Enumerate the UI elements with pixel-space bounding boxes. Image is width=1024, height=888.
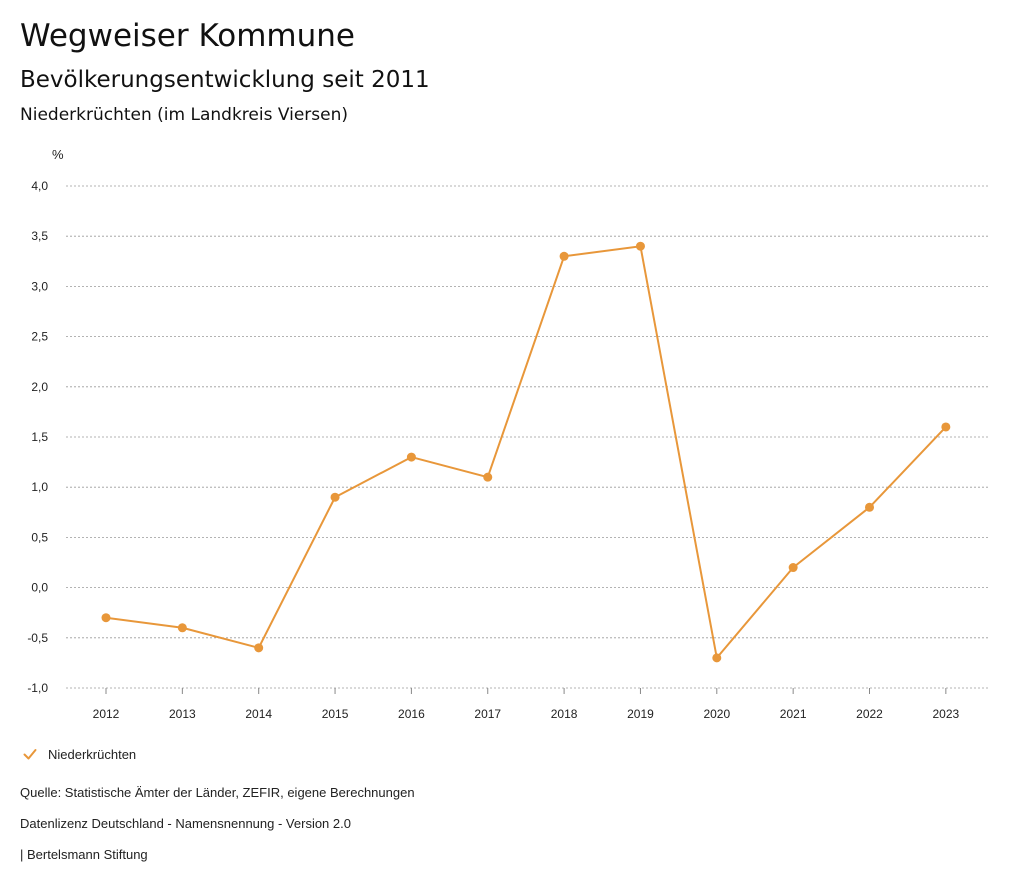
x-tick-label: 2015 <box>322 707 349 721</box>
region-label: Niederkrüchten (im Landkreis Viersen) <box>20 105 348 125</box>
y-tick-label: 0,0 <box>31 581 48 595</box>
y-tick-label: 1,5 <box>31 430 48 444</box>
page-title: Wegweiser Kommune <box>20 18 355 54</box>
data-point[interactable] <box>330 492 340 502</box>
data-point[interactable] <box>406 452 416 462</box>
y-tick-label: 2,0 <box>31 380 48 394</box>
data-point[interactable] <box>101 613 111 623</box>
y-tick-label: 0,5 <box>31 530 48 544</box>
x-tick-label: 2022 <box>856 707 883 721</box>
line-chart: % 4,0 3,5 3,0 2,5 2,0 1,5 1,0 0,5 0,0 -0,5 -1,0 20… <box>27 147 990 721</box>
data-point[interactable] <box>788 563 798 573</box>
y-axis-unit: % <box>52 147 64 162</box>
legend[interactable]: Niederkrüchten <box>22 744 136 764</box>
y-axis-unit-label: % <box>52 147 64 162</box>
source-note: Quelle: Statistische Ämter der Länder, Z… <box>20 785 415 800</box>
y-tick-label: 3,5 <box>31 229 48 243</box>
publisher-note: | Bertelsmann Stiftung <box>20 847 148 862</box>
series-line <box>105 245 947 659</box>
x-tick-label: 2018 <box>551 707 578 721</box>
x-tick-label: 2014 <box>245 707 272 721</box>
y-tick-label: 1,0 <box>31 480 48 494</box>
data-point[interactable] <box>865 502 874 512</box>
gridlines <box>66 185 990 689</box>
data-point[interactable] <box>483 472 493 482</box>
x-tick-label: 2023 <box>932 707 959 721</box>
x-tick-label: 2013 <box>169 707 196 721</box>
data-point[interactable] <box>254 643 264 653</box>
y-tick-label: 3,0 <box>31 279 48 293</box>
data-point[interactable] <box>635 241 645 251</box>
data-point[interactable] <box>712 653 722 663</box>
data-point[interactable] <box>177 623 187 633</box>
y-tick-label: 2,5 <box>31 330 48 344</box>
x-tick-label: 2012 <box>93 707 120 721</box>
x-tick-label: 2016 <box>398 707 425 721</box>
x-tick-label: 2019 <box>627 707 654 721</box>
y-tick-label: -0,5 <box>27 631 48 645</box>
data-point[interactable] <box>941 422 951 432</box>
x-axis-ticks: 2012 2013 2014 2015 2016 2017 2018 2019 2020 2021… <box>93 688 960 721</box>
legend-label: Niederkrüchten <box>48 746 137 762</box>
license-note: Datenlizenz Deutschland - Namensnennung … <box>20 816 351 831</box>
y-axis-ticks: 4,0 3,5 3,0 2,5 2,0 1,5 1,0 0,5 0,0 -0,5 -1,0 <box>27 179 48 695</box>
x-tick-label: 2020 <box>703 707 730 721</box>
y-tick-label: 4,0 <box>31 179 48 193</box>
check-icon <box>23 749 37 760</box>
x-tick-label: 2021 <box>780 707 807 721</box>
x-tick-label: 2017 <box>474 707 501 721</box>
series-niederkruechten <box>101 241 951 663</box>
chart-subtitle: Bevölkerungsentwicklung seit 2011 <box>20 67 430 93</box>
y-tick-label: -1,0 <box>27 681 48 695</box>
data-point[interactable] <box>559 251 569 261</box>
